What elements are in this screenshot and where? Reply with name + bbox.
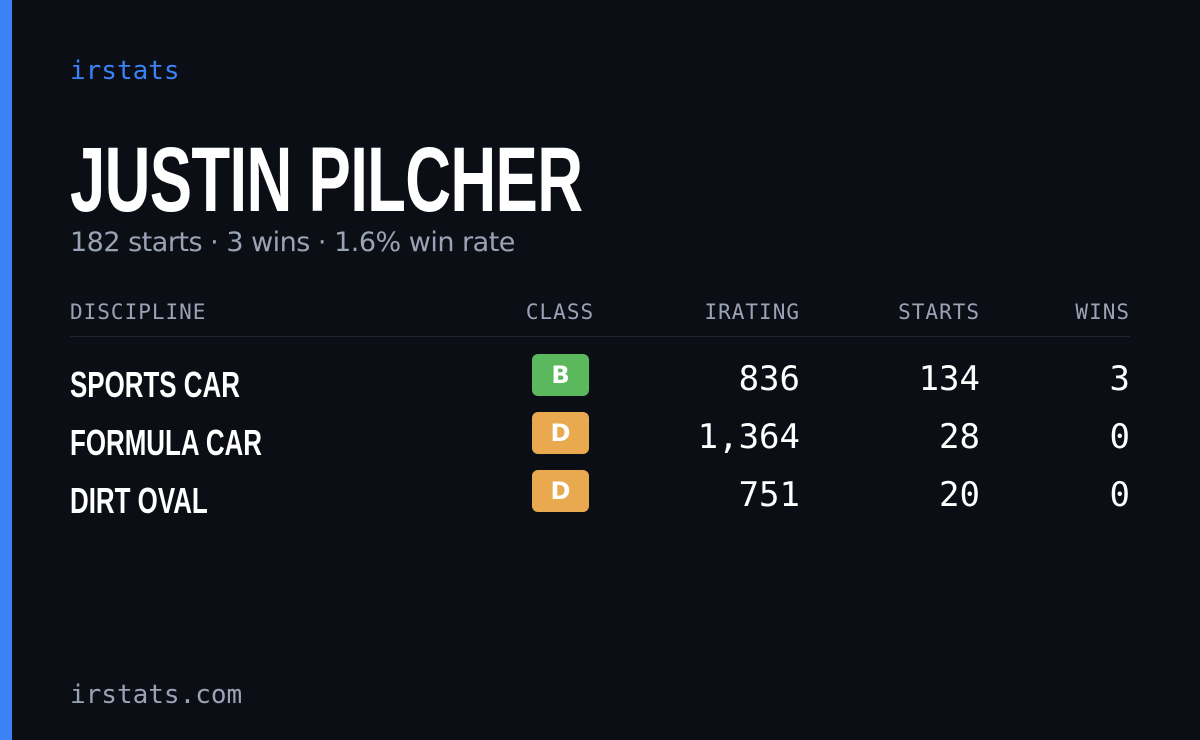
discipline: DIRT OVAL [70,480,208,521]
stat-irating: 751 [738,475,800,515]
discipline: SPORTS CAR [70,364,240,405]
class-badge: D [532,412,589,454]
stat-starts: 134 [918,359,980,399]
column-header: IRATING [704,300,800,324]
column-header: DISCIPLINE [70,300,207,324]
accent-bar [0,0,12,740]
discipline: FORMULA CAR [70,422,262,463]
stat-wins: 0 [1109,417,1130,457]
header-rule [70,336,1130,337]
class-badge: D [532,470,589,512]
driver-name: JUSTIN PILCHER [70,129,583,231]
stat-starts: 20 [939,475,980,515]
stat-irating: 1,364 [697,417,800,457]
stat-irating: 836 [738,359,800,399]
driver-summary: 182 starts · 3 wins · 1.6% win rate [70,227,515,258]
column-header: CLASS [525,300,595,324]
stat-wins: 3 [1109,359,1130,399]
column-header: STARTS [898,300,980,324]
brand: irstats [70,56,180,86]
class-badge: B [532,354,589,396]
footer: irstats.com [70,680,243,710]
column-header: WINS [1075,300,1130,324]
stat-wins: 0 [1109,475,1130,515]
stat-starts: 28 [939,417,980,457]
